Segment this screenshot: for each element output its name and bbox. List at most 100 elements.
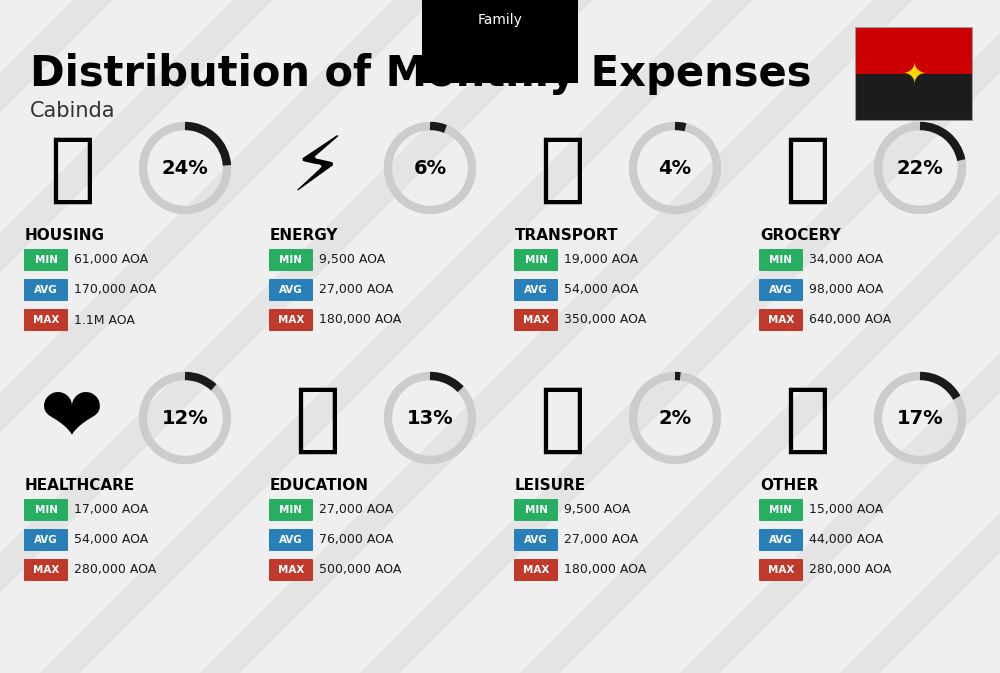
Text: MAX: MAX xyxy=(33,315,59,325)
Text: MIN: MIN xyxy=(280,505,302,515)
Text: MIN: MIN xyxy=(770,505,792,515)
Text: AVG: AVG xyxy=(524,285,548,295)
Text: MAX: MAX xyxy=(33,565,59,575)
Text: 27,000 AOA: 27,000 AOA xyxy=(564,534,638,546)
Bar xyxy=(855,74,973,121)
Text: 180,000 AOA: 180,000 AOA xyxy=(319,314,401,326)
Text: 13%: 13% xyxy=(407,409,453,427)
Text: MAX: MAX xyxy=(768,565,794,575)
Text: MIN: MIN xyxy=(524,255,548,265)
Polygon shape xyxy=(200,0,913,673)
Text: AVG: AVG xyxy=(769,285,793,295)
Text: 280,000 AOA: 280,000 AOA xyxy=(809,563,891,577)
Text: 44,000 AOA: 44,000 AOA xyxy=(809,534,883,546)
Text: 💰: 💰 xyxy=(784,383,830,457)
Text: 6%: 6% xyxy=(413,159,447,178)
Text: AVG: AVG xyxy=(524,535,548,545)
FancyBboxPatch shape xyxy=(269,499,313,521)
Polygon shape xyxy=(360,0,1000,673)
FancyBboxPatch shape xyxy=(269,249,313,271)
Polygon shape xyxy=(0,0,433,673)
Text: MAX: MAX xyxy=(523,565,549,575)
FancyBboxPatch shape xyxy=(514,249,558,271)
FancyBboxPatch shape xyxy=(759,279,803,301)
Text: HOUSING: HOUSING xyxy=(25,228,105,243)
FancyBboxPatch shape xyxy=(24,499,68,521)
Text: 280,000 AOA: 280,000 AOA xyxy=(74,563,156,577)
FancyBboxPatch shape xyxy=(24,529,68,551)
Text: MAX: MAX xyxy=(278,315,304,325)
Bar xyxy=(855,27,973,74)
FancyBboxPatch shape xyxy=(514,279,558,301)
FancyBboxPatch shape xyxy=(514,499,558,521)
Text: AVG: AVG xyxy=(34,285,58,295)
FancyBboxPatch shape xyxy=(514,309,558,331)
Text: Cabinda: Cabinda xyxy=(30,101,116,121)
Text: 19,000 AOA: 19,000 AOA xyxy=(564,254,638,267)
Text: AVG: AVG xyxy=(279,285,303,295)
Text: EDUCATION: EDUCATION xyxy=(270,478,369,493)
Text: 27,000 AOA: 27,000 AOA xyxy=(319,283,393,297)
FancyBboxPatch shape xyxy=(269,309,313,331)
Text: Distribution of Monthly Expenses: Distribution of Monthly Expenses xyxy=(30,53,812,95)
Text: MIN: MIN xyxy=(524,505,548,515)
FancyBboxPatch shape xyxy=(269,559,313,581)
Text: 54,000 AOA: 54,000 AOA xyxy=(74,534,148,546)
Text: 98,000 AOA: 98,000 AOA xyxy=(809,283,883,297)
Text: MIN: MIN xyxy=(34,255,58,265)
Text: 2%: 2% xyxy=(658,409,692,427)
Text: 1.1M AOA: 1.1M AOA xyxy=(74,314,135,326)
Text: AVG: AVG xyxy=(769,535,793,545)
FancyBboxPatch shape xyxy=(24,279,68,301)
FancyBboxPatch shape xyxy=(759,529,803,551)
Text: 15,000 AOA: 15,000 AOA xyxy=(809,503,883,516)
Text: 🚌: 🚌 xyxy=(539,133,585,207)
Text: MIN: MIN xyxy=(770,255,792,265)
Polygon shape xyxy=(0,0,113,673)
Polygon shape xyxy=(680,0,1000,673)
Text: HEALTHCARE: HEALTHCARE xyxy=(25,478,135,493)
Text: 🛒: 🛒 xyxy=(784,133,830,207)
Text: Family: Family xyxy=(478,13,522,27)
Polygon shape xyxy=(40,0,753,673)
Text: TRANSPORT: TRANSPORT xyxy=(515,228,618,243)
FancyBboxPatch shape xyxy=(514,529,558,551)
Text: ❤: ❤ xyxy=(40,383,104,457)
Text: 34,000 AOA: 34,000 AOA xyxy=(809,254,883,267)
Text: 🛍: 🛍 xyxy=(539,383,585,457)
Text: 4%: 4% xyxy=(658,159,692,178)
Text: 170,000 AOA: 170,000 AOA xyxy=(74,283,156,297)
Text: 500,000 AOA: 500,000 AOA xyxy=(319,563,401,577)
Text: 61,000 AOA: 61,000 AOA xyxy=(74,254,148,267)
Text: AVG: AVG xyxy=(34,535,58,545)
FancyBboxPatch shape xyxy=(269,279,313,301)
Text: 24%: 24% xyxy=(162,159,208,178)
Text: 22%: 22% xyxy=(897,159,943,178)
FancyBboxPatch shape xyxy=(24,309,68,331)
Text: MAX: MAX xyxy=(278,565,304,575)
FancyBboxPatch shape xyxy=(269,529,313,551)
Text: 27,000 AOA: 27,000 AOA xyxy=(319,503,393,516)
Text: 17,000 AOA: 17,000 AOA xyxy=(74,503,148,516)
Polygon shape xyxy=(520,0,1000,673)
Polygon shape xyxy=(0,0,273,673)
Text: 640,000 AOA: 640,000 AOA xyxy=(809,314,891,326)
FancyBboxPatch shape xyxy=(759,559,803,581)
Text: 54,000 AOA: 54,000 AOA xyxy=(564,283,638,297)
FancyBboxPatch shape xyxy=(24,249,68,271)
Text: 9,500 AOA: 9,500 AOA xyxy=(319,254,385,267)
Text: MIN: MIN xyxy=(280,255,302,265)
Text: 9,500 AOA: 9,500 AOA xyxy=(564,503,630,516)
Text: 180,000 AOA: 180,000 AOA xyxy=(564,563,646,577)
FancyBboxPatch shape xyxy=(514,559,558,581)
Polygon shape xyxy=(840,0,1000,673)
Text: MAX: MAX xyxy=(523,315,549,325)
Text: 🏢: 🏢 xyxy=(49,133,95,207)
Text: 🎓: 🎓 xyxy=(294,383,340,457)
Text: OTHER: OTHER xyxy=(760,478,818,493)
Text: 76,000 AOA: 76,000 AOA xyxy=(319,534,393,546)
Text: MIN: MIN xyxy=(34,505,58,515)
Text: 12%: 12% xyxy=(162,409,208,427)
Text: MAX: MAX xyxy=(768,315,794,325)
Polygon shape xyxy=(0,0,593,673)
